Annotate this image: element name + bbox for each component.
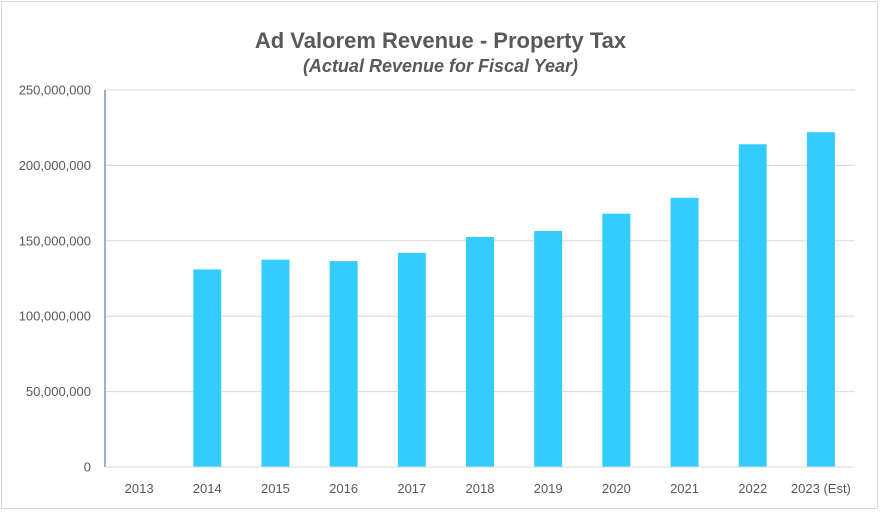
chart-title: Ad Valorem Revenue - Property Tax bbox=[254, 28, 627, 53]
x-tick-label: 2020 bbox=[602, 481, 631, 496]
y-tick-label: 0 bbox=[84, 460, 91, 475]
bar-2015 bbox=[261, 259, 290, 467]
bar-2023-est bbox=[806, 132, 835, 467]
bar-2018 bbox=[466, 237, 494, 467]
y-tick-label: 50,000,000 bbox=[26, 384, 91, 399]
bar-2021 bbox=[670, 197, 699, 467]
bar-2020 bbox=[602, 213, 631, 467]
x-tick-label: 2013 bbox=[125, 481, 154, 496]
x-tick-label: 2016 bbox=[329, 481, 358, 496]
bar-2017 bbox=[397, 252, 426, 467]
x-tick-label: 2017 bbox=[397, 481, 426, 496]
y-tick-label: 100,000,000 bbox=[19, 309, 91, 324]
x-tick-label: 2023 (Est) bbox=[791, 481, 851, 496]
gridlines bbox=[105, 89, 855, 393]
x-tick-label: 2015 bbox=[261, 481, 290, 496]
chart-subtitle: (Actual Revenue for Fiscal Year) bbox=[302, 56, 579, 76]
y-tick-label: 150,000,000 bbox=[19, 233, 91, 248]
x-tick-label: 2018 bbox=[466, 481, 495, 496]
y-axis-tick-labels: 0 50,000,000 100,000,000 150,000,000 200,000… bbox=[19, 83, 91, 475]
x-tick-label: 2021 bbox=[670, 481, 699, 496]
bar-2014 bbox=[193, 269, 222, 467]
x-tick-label: 2022 bbox=[738, 481, 767, 496]
x-tick-label: 2014 bbox=[193, 481, 222, 496]
bar-2022 bbox=[738, 144, 767, 467]
y-tick-label: 250,000,000 bbox=[19, 83, 91, 98]
bars bbox=[193, 132, 835, 467]
bar-2019 bbox=[534, 230, 563, 467]
y-tick-label: 200,000,000 bbox=[19, 158, 91, 173]
x-tick-label: 2019 bbox=[534, 481, 563, 496]
x-axis-tick-labels: 2013 2014 2015 2016 2017 2018 2019 2020 2021 2022… bbox=[125, 481, 851, 496]
bar-2016 bbox=[329, 261, 358, 467]
